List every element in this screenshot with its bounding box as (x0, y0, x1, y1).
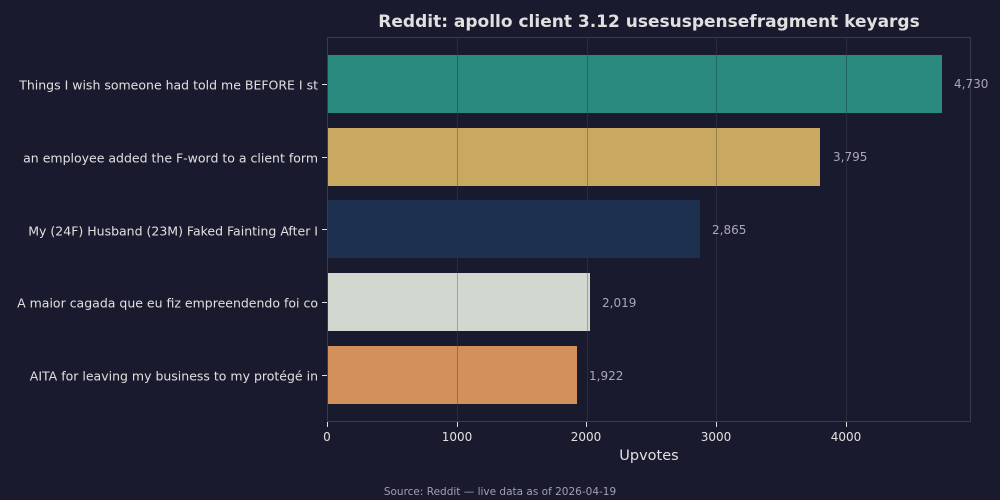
bar-3 (328, 273, 590, 331)
category-label: My (24F) Husband (23M) Faked Fainting Af… (28, 223, 318, 239)
bar-4 (328, 346, 577, 404)
bar-gridline (457, 346, 458, 404)
source-note: Source: Reddit — live data as of 2026-04… (383, 486, 617, 498)
y-tick (322, 302, 327, 303)
value-label: 2,865 (712, 223, 747, 237)
bar-gridline (457, 273, 458, 331)
bar-gridline (716, 55, 717, 113)
bar-0 (328, 55, 942, 113)
value-label: 2,019 (602, 296, 637, 310)
x-tick (457, 422, 458, 427)
y-tick (322, 229, 327, 230)
x-tick-label: 1000 (441, 430, 473, 444)
x-axis-label: Upvotes (619, 448, 679, 464)
x-tick-label: 2000 (570, 430, 602, 444)
bar-2 (328, 200, 700, 258)
x-tick (586, 422, 587, 427)
bar-gridline (587, 128, 588, 186)
x-tick-label: 4000 (830, 430, 862, 444)
category-label: Things I wish someone had told me BEFORE… (19, 77, 318, 93)
bar-gridline (587, 55, 588, 113)
value-label: 4,730 (954, 77, 989, 91)
x-tick-label: 0 (323, 430, 331, 444)
gridline (846, 38, 847, 421)
bar-gridline (716, 128, 717, 186)
plot-area: 4,730 3,795 2,865 2,019 1,922 (327, 37, 988, 422)
gridline (716, 38, 717, 421)
category-label: AITA for leaving my business to my proté… (29, 368, 318, 384)
category-label: A maior cagada que eu fiz empreendendo f… (17, 295, 318, 311)
bar-1 (328, 128, 820, 186)
bar-gridline (457, 55, 458, 113)
x-tick-label: 3000 (700, 430, 732, 444)
value-label: 3,795 (833, 150, 868, 164)
x-tick (846, 422, 847, 427)
chart-title: Reddit: apollo client 3.12 usesuspensefr… (378, 12, 920, 32)
bar-gridline (846, 55, 847, 113)
y-tick (322, 375, 327, 376)
bar-gridline (587, 273, 588, 331)
x-tick (716, 422, 717, 427)
y-tick (322, 84, 327, 85)
y-tick (322, 157, 327, 158)
value-label: 1,922 (589, 369, 624, 383)
x-tick (327, 422, 328, 427)
bar-gridline (457, 128, 458, 186)
category-label: an employee added the F-word to a client… (23, 150, 318, 166)
